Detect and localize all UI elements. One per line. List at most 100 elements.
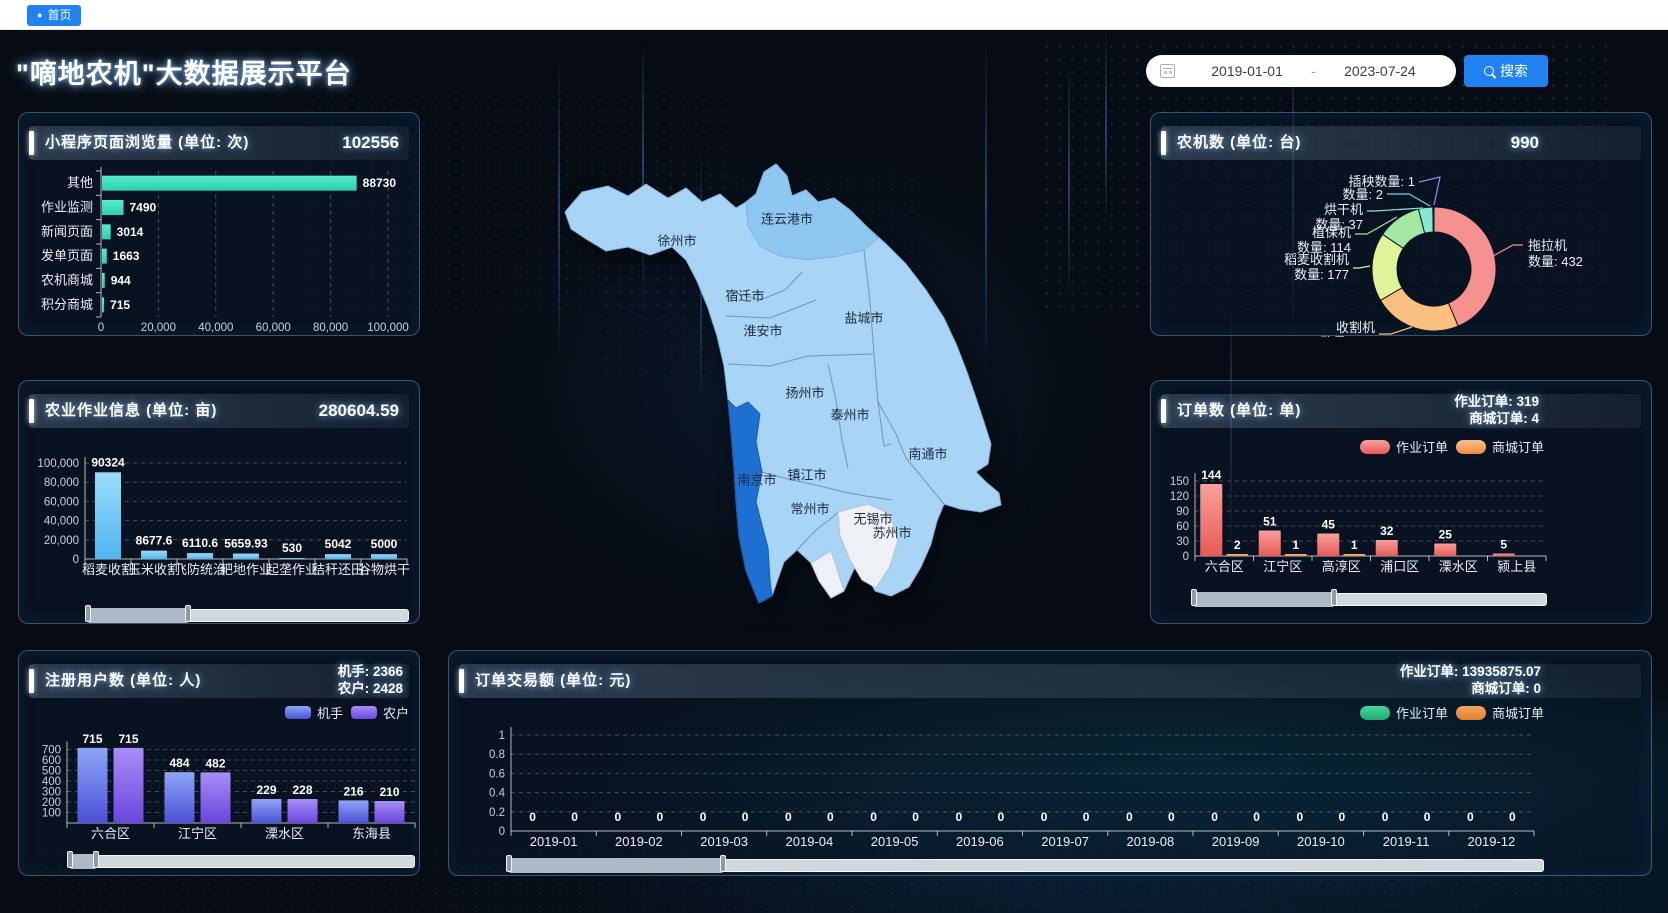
- datazoom-handle-right[interactable]: [93, 851, 99, 868]
- city-label-徐州市[interactable]: 徐州市: [657, 233, 697, 249]
- svg-text:0: 0: [1083, 810, 1090, 824]
- datazoom-handle-right[interactable]: [185, 605, 191, 622]
- svg-text:600: 600: [42, 755, 61, 767]
- svg-text:0: 0: [1424, 810, 1431, 824]
- page-title: "嘀地农机"大数据展示平台: [16, 59, 352, 89]
- svg-text:数量: 432: 数量: 432: [1528, 254, 1583, 269]
- panel-header: 农机数 (单位: 台): [1161, 126, 1641, 160]
- jiangsu-map-svg: [564, 163, 1002, 604]
- datazoom-selection[interactable]: [1191, 589, 1337, 607]
- tab-home[interactable]: ● 首页: [27, 5, 82, 26]
- datazoom-selection[interactable]: [85, 605, 191, 623]
- stat-mall-orders: 商城订单: 4: [1469, 411, 1539, 426]
- svg-text:0: 0: [742, 810, 749, 824]
- svg-text:溧水区: 溧水区: [265, 826, 304, 841]
- bg-streak: [1068, 60, 1070, 300]
- city-label-盐城市[interactable]: 盐城市: [844, 310, 884, 326]
- panel-stats: 机手: 2366 农户: 2428: [338, 663, 403, 697]
- datazoom-handle-left[interactable]: [506, 855, 512, 872]
- svg-text:100,000: 100,000: [37, 458, 79, 470]
- svg-text:0: 0: [1183, 551, 1189, 563]
- city-label-无锡市[interactable]: 无锡市: [853, 511, 893, 527]
- region-changzhou-south: [810, 550, 845, 599]
- svg-text:0: 0: [956, 810, 963, 824]
- legend-item-mall-orders[interactable]: 商城订单: [1455, 437, 1544, 456]
- svg-text:20,000: 20,000: [141, 322, 176, 334]
- header-accent-bar: [29, 669, 34, 693]
- legend-item-work-amount[interactable]: 作业订单: [1359, 703, 1448, 722]
- region-wuxi: [837, 503, 899, 589]
- datazoom-slider[interactable]: [67, 851, 415, 869]
- farm-work-chart[interactable]: 100,000 80,000 60,000 40,000 20,000 0 90324 稻麦收…: [19, 381, 421, 625]
- legend-item-jishou[interactable]: 机手: [284, 703, 343, 722]
- svg-text:数量: 37: 数量: 37: [1315, 217, 1363, 232]
- page-views-chart[interactable]: 0 20,000 40,000 60,000 80,000 100,000 88730 其他 7…: [19, 113, 421, 337]
- city-label-南京市[interactable]: 南京市: [737, 472, 777, 488]
- city-label-扬州市[interactable]: 扬州市: [785, 385, 825, 401]
- city-label-连云港市[interactable]: 连云港市: [760, 211, 814, 227]
- datazoom-slider[interactable]: [506, 855, 1544, 873]
- end-date-input[interactable]: 2023-07-24: [1344, 63, 1416, 79]
- svg-text:25: 25: [1439, 528, 1453, 542]
- datazoom-handle-left[interactable]: [1191, 589, 1197, 606]
- panel-header: 小程序页面浏览量 (单位: 次): [29, 126, 409, 160]
- orders-chart[interactable]: 150 120 90 60 30 0 144 2 六合区 51 1 江宁区 45 1 高淳区 32 浦口区 25 溧…: [1151, 381, 1653, 625]
- panel-title: 农业作业信息 (单位: 亩): [45, 402, 218, 419]
- svg-text:150: 150: [1170, 476, 1189, 488]
- svg-text:0: 0: [529, 810, 536, 824]
- city-label-苏州市[interactable]: 苏州市: [872, 525, 912, 541]
- city-label-镇江市[interactable]: 镇江市: [787, 467, 827, 483]
- svg-text:2019-04: 2019-04: [786, 834, 834, 849]
- svg-text:100,000: 100,000: [367, 322, 409, 334]
- total-value: 990: [1510, 133, 1539, 152]
- legend-item-nonghu[interactable]: 农户: [350, 703, 409, 722]
- panel-orders: 订单数 (单位: 单) 作业订单: 319 商城订单: 4 作业订单 商城订单 …: [1150, 380, 1652, 624]
- transactions-chart[interactable]: 1 0.8 0.6 0.4 0.2 0 0 0 2019-01 0 0 2019-02 0 0 2019-0…: [449, 651, 1653, 877]
- datazoom-slider[interactable]: [1191, 589, 1547, 607]
- svg-text:5042: 5042: [325, 537, 352, 551]
- svg-text:715: 715: [110, 298, 130, 312]
- svg-text:1: 1: [1351, 538, 1358, 552]
- svg-text:88730: 88730: [363, 176, 397, 190]
- datazoom-selection[interactable]: [67, 851, 99, 869]
- svg-text:耙地作业: 耙地作业: [220, 562, 272, 577]
- svg-text:浦口区: 浦口区: [1380, 559, 1419, 574]
- svg-text:30: 30: [1176, 536, 1189, 548]
- legend-item-work-orders[interactable]: 作业订单: [1359, 437, 1448, 456]
- datazoom-handle-right[interactable]: [720, 855, 726, 872]
- svg-text:210: 210: [379, 785, 399, 799]
- svg-text:1663: 1663: [113, 249, 140, 263]
- svg-text:0: 0: [827, 810, 834, 824]
- search-button[interactable]: 搜索: [1464, 55, 1548, 87]
- svg-text:0: 0: [98, 322, 104, 334]
- datazoom-handle-left[interactable]: [85, 605, 91, 622]
- start-date-input[interactable]: 2019-01-01: [1211, 63, 1283, 79]
- region-lianyungang: [745, 163, 879, 261]
- datazoom-handle-left[interactable]: [67, 851, 73, 868]
- city-label-泰州市[interactable]: 泰州市: [830, 407, 870, 423]
- legend-item-mall-amount[interactable]: 商城订单: [1455, 703, 1544, 722]
- bg-streak: [1105, 30, 1107, 230]
- svg-text:482: 482: [205, 756, 225, 770]
- datazoom-selection[interactable]: [506, 855, 726, 873]
- svg-text:45: 45: [1322, 518, 1336, 532]
- svg-text:100: 100: [42, 808, 61, 820]
- svg-text:作业监测: 作业监测: [41, 200, 93, 215]
- city-label-常州市[interactable]: 常州市: [790, 501, 830, 517]
- svg-text:60,000: 60,000: [256, 322, 291, 334]
- date-separator: -: [1311, 63, 1316, 79]
- city-label-淮安市[interactable]: 淮安市: [743, 323, 783, 339]
- svg-text:2019-01: 2019-01: [530, 834, 578, 849]
- city-label-南通市[interactable]: 南通市: [908, 446, 948, 462]
- city-label-宿迁市[interactable]: 宿迁市: [725, 288, 765, 304]
- legend: 作业订单 商城订单: [1359, 437, 1544, 456]
- jiangsu-map[interactable]: 连云港市徐州市宿迁市淮安市 盐城市扬州市 泰州市南通市南京市 镇江市常州市无锡市 苏州市: [440, 150, 1020, 610]
- datazoom-handle-right[interactable]: [1331, 589, 1337, 606]
- date-range-picker[interactable]: 2019-01-01 - 2023-07-24: [1146, 55, 1456, 87]
- svg-text:玉米收割: 玉米收割: [128, 562, 180, 577]
- datazoom-slider[interactable]: [85, 605, 409, 623]
- panel-title: 农机数 (单位: 台): [1177, 134, 1302, 151]
- legend-swatch: [350, 706, 377, 719]
